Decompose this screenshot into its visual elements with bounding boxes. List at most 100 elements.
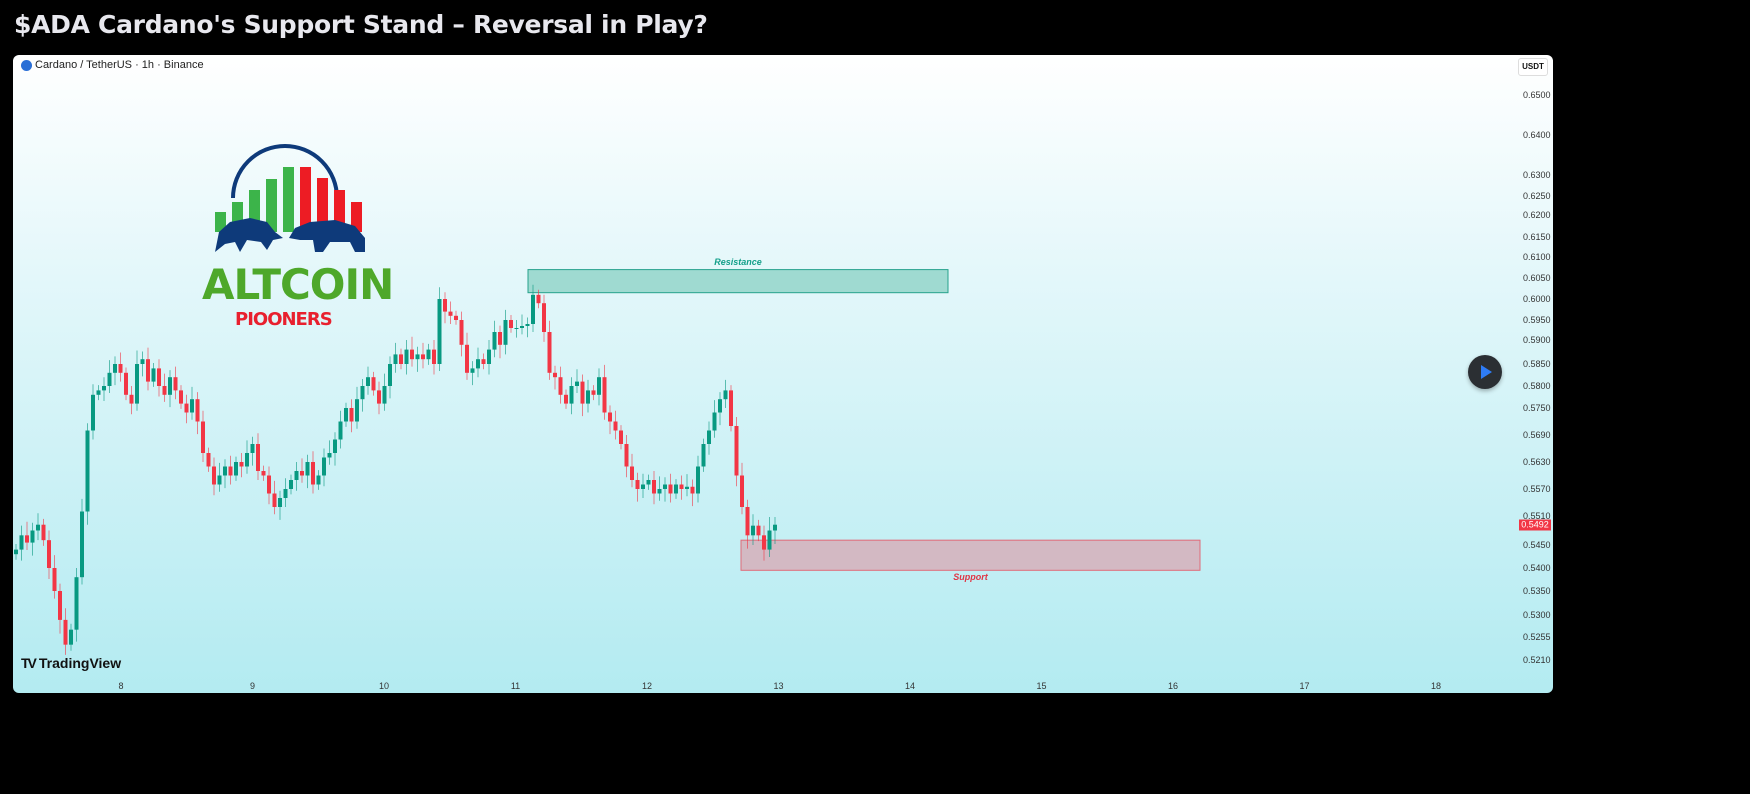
candle-body (393, 354, 398, 364)
candle-body (278, 498, 282, 507)
candle-body (613, 421, 618, 431)
candle-body (355, 399, 359, 422)
candle (668, 473, 673, 503)
candle-body (536, 294, 541, 304)
candle (162, 373, 167, 402)
candle-body (52, 568, 57, 591)
candle (223, 459, 227, 489)
candle (630, 453, 634, 488)
price-tick: 0.5630 (1523, 457, 1551, 467)
candle (503, 309, 508, 355)
candle-body (729, 390, 733, 426)
candle (536, 289, 541, 309)
candle (388, 356, 392, 399)
candle (135, 350, 139, 411)
candle (569, 377, 574, 415)
tradingview-label: TradingView (38, 655, 122, 671)
candle (129, 386, 134, 415)
candle-body (558, 377, 563, 395)
candle (74, 568, 79, 642)
candle (157, 359, 161, 397)
date-tick: 9 (249, 681, 256, 691)
candle (679, 475, 684, 500)
candle-body (74, 577, 79, 630)
candle-body (404, 349, 409, 364)
candle-body (371, 377, 376, 391)
candle (756, 519, 761, 542)
candle-body (756, 525, 761, 536)
price-tick: 0.5255 (1523, 632, 1551, 642)
candle-body (745, 507, 750, 536)
candle-body (492, 332, 497, 350)
candle (168, 370, 172, 408)
candle (267, 466, 271, 505)
candle (63, 608, 68, 655)
candle (443, 292, 447, 324)
candle (118, 352, 123, 382)
price-tick: 0.6250 (1523, 191, 1551, 201)
candle (399, 348, 403, 370)
candle (421, 342, 425, 369)
candle-body (102, 386, 106, 391)
candle (525, 317, 530, 338)
candle-body (707, 430, 711, 444)
candle (641, 473, 645, 498)
candle (531, 284, 535, 332)
candle (212, 457, 216, 496)
symbol-info[interactable]: Cardano / TetherUS · 1h · Binance (21, 59, 204, 71)
candle (745, 499, 750, 549)
support-zone[interactable] (740, 539, 1201, 571)
candle (509, 314, 513, 333)
candle (619, 425, 623, 450)
candle-body (487, 349, 491, 364)
candle (322, 448, 326, 487)
price-tick: 0.6000 (1523, 294, 1551, 304)
candle (261, 465, 266, 481)
resistance-zone[interactable] (527, 269, 949, 294)
play-button[interactable] (1468, 355, 1502, 389)
chart-panel[interactable]: Cardano / TetherUS · 1h · Binance USDT 0… (13, 55, 1553, 693)
candle-body (509, 320, 513, 328)
candle-body (63, 619, 68, 645)
candle (272, 480, 277, 515)
candle (173, 366, 178, 400)
candle-body (630, 466, 634, 480)
currency-button[interactable]: USDT (1518, 58, 1548, 76)
tradingview-brand[interactable]: TV TradingView (21, 655, 121, 671)
candle (729, 385, 733, 432)
candle-body (663, 484, 667, 489)
candle (366, 366, 370, 395)
candle-body (470, 368, 475, 373)
candle-body (107, 372, 112, 386)
candle-body (553, 372, 557, 378)
candle-body (580, 381, 585, 404)
candle (151, 363, 156, 387)
candle (718, 392, 722, 426)
price-tick: 0.5450 (1523, 540, 1551, 550)
candle (723, 379, 728, 408)
candle-body (256, 444, 260, 471)
candle (602, 364, 607, 420)
candle (404, 340, 409, 375)
candle-body (503, 320, 508, 345)
candle (498, 325, 502, 359)
candle (113, 356, 117, 386)
candle-body (201, 421, 205, 453)
candle-body (135, 364, 139, 404)
candle (624, 435, 629, 478)
candle-body (525, 324, 530, 326)
candle (520, 314, 524, 335)
date-tick: 16 (1167, 681, 1179, 691)
candle-body (289, 480, 293, 489)
candle (712, 400, 717, 438)
candle-body (267, 475, 271, 494)
candle-body (426, 349, 431, 360)
price-tick: 0.6400 (1523, 130, 1551, 140)
candle-body (261, 471, 266, 476)
candle-body (217, 475, 222, 485)
candlestick-chart[interactable] (13, 55, 1553, 693)
candle-body (327, 453, 332, 458)
candle-body (228, 466, 233, 476)
candle (184, 394, 189, 424)
candle (767, 516, 772, 557)
